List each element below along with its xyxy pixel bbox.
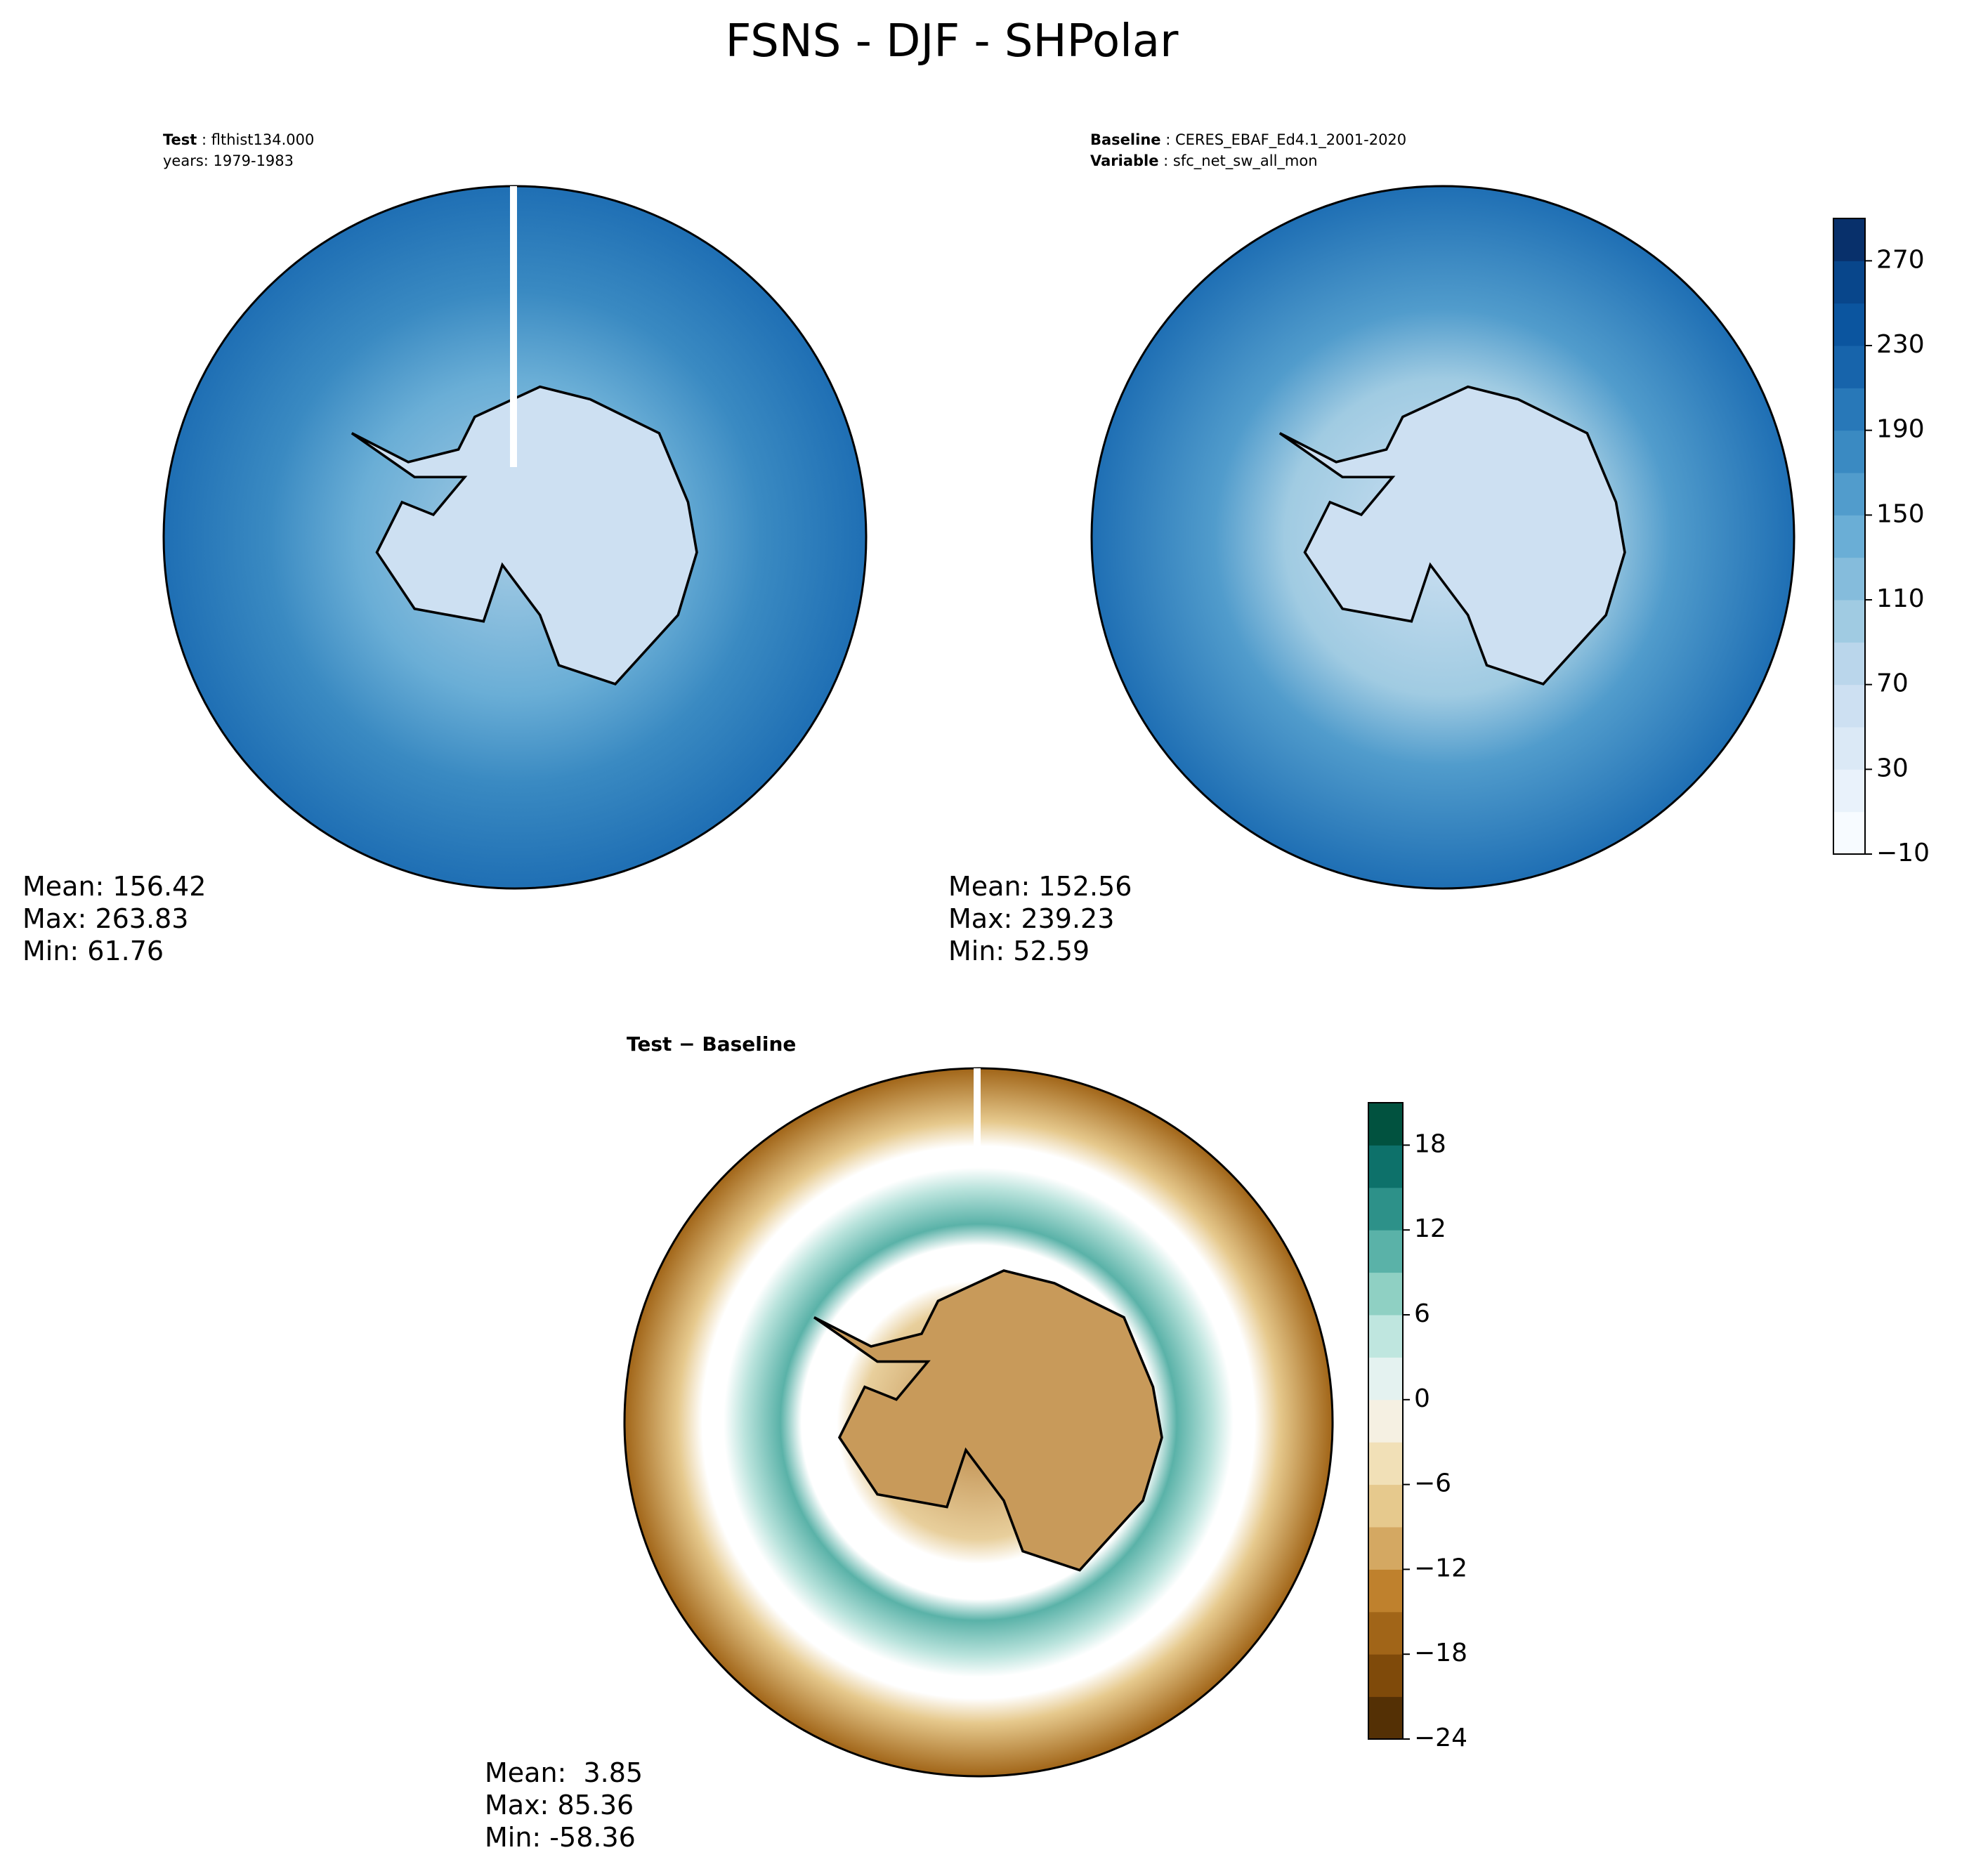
colorbar-tick-label: 70 (1876, 669, 1909, 698)
colorbar-band (1368, 1145, 1403, 1188)
colorbar-band (1368, 1484, 1403, 1528)
colorbar-band (1368, 1442, 1403, 1485)
colorbar-tick-label: 0 (1414, 1384, 1430, 1413)
stat-line: Min: 52.59 (948, 936, 1090, 966)
map-baseline (1090, 185, 1795, 890)
label-value: flthist134.000 (211, 131, 315, 148)
colorbar-tick-label: 18 (1414, 1129, 1446, 1158)
colorbar-tick-label: 110 (1876, 584, 1925, 613)
colorbar-band (1833, 811, 1865, 855)
colorbar-tick-label: −18 (1414, 1639, 1467, 1667)
map-difference (623, 1067, 1334, 1778)
colorbar-tick-label: −12 (1414, 1554, 1467, 1582)
colorbar-band (1833, 557, 1865, 601)
colorbar-band (1368, 1315, 1403, 1358)
colorbar-tick-label: −24 (1414, 1724, 1467, 1752)
colorbar-band (1833, 346, 1865, 388)
colorbar-band (1368, 1230, 1403, 1273)
figure-title: FSNS - DJF - SHPolar (726, 15, 1179, 67)
panel-label: Baseline : CERES_EBAF_Ed4.1_2001-2020 (1090, 131, 1406, 149)
colorbar-tick-label: 150 (1876, 499, 1925, 528)
colorbar-band (1833, 769, 1865, 813)
colorbar-band (1833, 218, 1865, 261)
colorbar-band (1368, 1399, 1403, 1443)
stat-line: Min: -58.36 (485, 1822, 636, 1853)
colorbar-band (1833, 303, 1865, 346)
colorbar-tick-label: 30 (1876, 754, 1909, 782)
colorbar-frame (1368, 1102, 1404, 1740)
colorbar-band (1833, 388, 1865, 431)
label-value: sfc_net_sw_all_mon (1173, 152, 1318, 170)
panel-label: Variable : sfc_net_sw_all_mon (1090, 152, 1318, 170)
colorbar-band (1368, 1654, 1403, 1698)
colorbar-band (1833, 684, 1865, 728)
colorbar-band (1833, 515, 1865, 558)
colorbar-band (1368, 1527, 1403, 1570)
colorbar-tick-label: 6 (1414, 1299, 1430, 1328)
colorbar-band (1833, 473, 1865, 516)
map-test (162, 185, 868, 890)
colorbar-band (1368, 1103, 1403, 1146)
stat-line: Max: 239.23 (948, 903, 1114, 934)
colorbar-band (1368, 1357, 1403, 1401)
colorbar-tick-label: 230 (1876, 330, 1925, 359)
colorbar-band (1833, 642, 1865, 686)
colorbar-band (1368, 1187, 1403, 1231)
colorbar-tick-label: 270 (1876, 245, 1925, 274)
colorbar-band (1368, 1272, 1403, 1316)
colorbar-tick-label: 12 (1414, 1214, 1446, 1243)
label-key: Variable (1090, 152, 1158, 169)
colorbar-band (1833, 600, 1865, 643)
stat-line: Max: 85.36 (485, 1790, 634, 1821)
colorbar-band (1833, 430, 1865, 473)
label-key: Baseline (1090, 131, 1161, 148)
colorbar-band (1368, 1611, 1403, 1655)
colorbar-tick-label: 190 (1876, 415, 1925, 444)
colorbar-band (1833, 261, 1865, 304)
label-value: CERES_EBAF_Ed4.1_2001-2020 (1175, 131, 1406, 149)
colorbar-band (1368, 1696, 1403, 1740)
stat-line: Mean: 156.42 (22, 871, 206, 902)
colorbar-band (1833, 727, 1865, 770)
panel-title: Test − Baseline (627, 1032, 796, 1056)
stat-line: Min: 61.76 (22, 936, 164, 966)
label-key: Test (163, 131, 197, 148)
colorbar-tick-label: −6 (1414, 1469, 1451, 1498)
panel-label: years: 1979-1983 (163, 152, 294, 169)
stat-line: Max: 263.83 (22, 903, 188, 934)
colorbar-tick-label: −10 (1876, 839, 1930, 867)
stat-line: Mean: 152.56 (948, 871, 1132, 902)
colorbar-frame (1833, 218, 1866, 855)
colorbar-band (1368, 1569, 1403, 1613)
panel-label: Test : flthist134.000 (163, 131, 314, 148)
stat-line: Mean: 3.85 (485, 1757, 643, 1788)
